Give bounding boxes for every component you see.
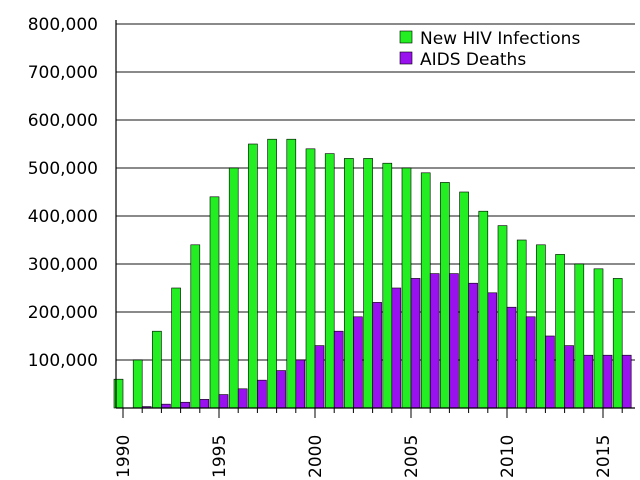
bar-new-hiv-infections-1999 (286, 138, 297, 409)
x-tick-label: 2015 (594, 435, 614, 478)
x-tick-label: 1995 (210, 435, 230, 478)
bar-new-hiv-infections-1997 (248, 143, 258, 409)
axes (115, 20, 635, 409)
bar-new-hiv-infections-2000 (305, 148, 316, 409)
bar-aids-deaths-2003 (372, 302, 382, 409)
bar-new-hiv-infections-2002 (344, 158, 354, 409)
bar-aids-deaths-2016 (621, 354, 632, 409)
y-tick-label: 400,000 (28, 207, 98, 227)
x-tick-label: 2010 (498, 435, 518, 478)
x-tick-label: 2005 (402, 435, 422, 478)
y-axis-ticks: 100,000 200,000 300,000 400,000 500,000 600,0… (28, 15, 98, 371)
bar-new-hiv-infections-2005 (401, 167, 412, 409)
x-axis-ticks: 1990 1995 2000 2005 2010 2015 (114, 408, 623, 478)
bar-new-hiv-infections-1998 (267, 138, 277, 409)
bar-aids-deaths-1996 (237, 388, 248, 409)
y-tick-label: 600,000 (28, 111, 98, 131)
bar-new-hiv-infections-2009 (478, 210, 489, 409)
y-tick-label: 100,000 (28, 351, 98, 371)
bar-new-hiv-infections-2012 (536, 244, 546, 409)
bar-aids-deaths-2007 (449, 273, 459, 409)
bar-aids-deaths-2004 (391, 287, 402, 409)
bar-new-hiv-infections-2008 (459, 191, 469, 409)
bar-aids-deaths-2013 (564, 345, 574, 409)
x-tick-label: 1990 (114, 435, 134, 478)
bar-new-hiv-infections-2014 (574, 263, 585, 409)
bar-aids-deaths-2001 (333, 330, 344, 409)
bar-new-hiv-infections-1995 (209, 196, 220, 409)
bar-aids-deaths-2008 (468, 282, 478, 409)
bar-aids-deaths-2000 (314, 345, 325, 409)
bar-new-hiv-infections-1990 (113, 378, 124, 409)
bar-new-hiv-infections-2004 (382, 162, 393, 409)
bar-aids-deaths-1998 (276, 370, 286, 409)
grid-lines (116, 23, 635, 361)
legend: New HIV Infections AIDS Deaths (399, 29, 580, 70)
bar-aids-deaths-2002 (353, 316, 363, 409)
bar-aids-deaths-1999 (295, 359, 306, 409)
bar-new-hiv-infections-2006 (420, 172, 431, 409)
bars (113, 138, 632, 409)
bar-new-hiv-infections-2015 (593, 268, 604, 409)
bar-new-hiv-infections-2013 (555, 254, 565, 409)
bar-aids-deaths-1993 (180, 401, 190, 409)
bar-aids-deaths-2012 (545, 335, 555, 409)
bar-new-hiv-infections-2016 (612, 278, 623, 409)
bar-aids-deaths-1995 (218, 394, 229, 409)
y-tick-label: 700,000 (28, 63, 98, 83)
y-tick-label: 200,000 (28, 303, 98, 323)
bar-aids-deaths-2015 (602, 354, 613, 409)
bar-aids-deaths-2005 (410, 278, 421, 409)
bar-aids-deaths-2010 (506, 306, 517, 409)
bar-new-hiv-infections-1994 (190, 244, 201, 409)
bar-new-hiv-infections-2001 (324, 153, 335, 409)
bar-new-hiv-infections-1992 (152, 330, 162, 409)
legend-label-aids-deaths: AIDS Deaths (420, 50, 526, 70)
legend-swatch-new-hiv-infections (399, 30, 413, 44)
bar-aids-deaths-1997 (257, 379, 267, 409)
legend-label-new-hiv-infections: New HIV Infections (420, 29, 580, 49)
y-tick-label: 800,000 (28, 15, 98, 35)
bar-aids-deaths-2006 (429, 273, 440, 409)
bar-aids-deaths-2014 (583, 354, 594, 409)
legend-swatch-aids-deaths (399, 51, 413, 65)
y-tick-label: 500,000 (28, 159, 98, 179)
bar-new-hiv-infections-1996 (228, 167, 239, 409)
y-tick-label: 300,000 (28, 255, 98, 275)
bar-new-hiv-infections-2011 (516, 239, 527, 409)
bar-aids-deaths-2009 (487, 292, 498, 409)
bar-new-hiv-infections-1991 (132, 359, 143, 409)
bar-new-hiv-infections-2007 (440, 182, 450, 409)
bar-new-hiv-infections-1993 (171, 287, 181, 409)
bar-aids-deaths-2011 (525, 316, 536, 409)
bar-aids-deaths-1994 (199, 399, 210, 409)
x-tick-label: 2000 (306, 435, 326, 478)
bar-new-hiv-infections-2003 (363, 158, 373, 409)
bar-new-hiv-infections-2010 (497, 225, 508, 409)
